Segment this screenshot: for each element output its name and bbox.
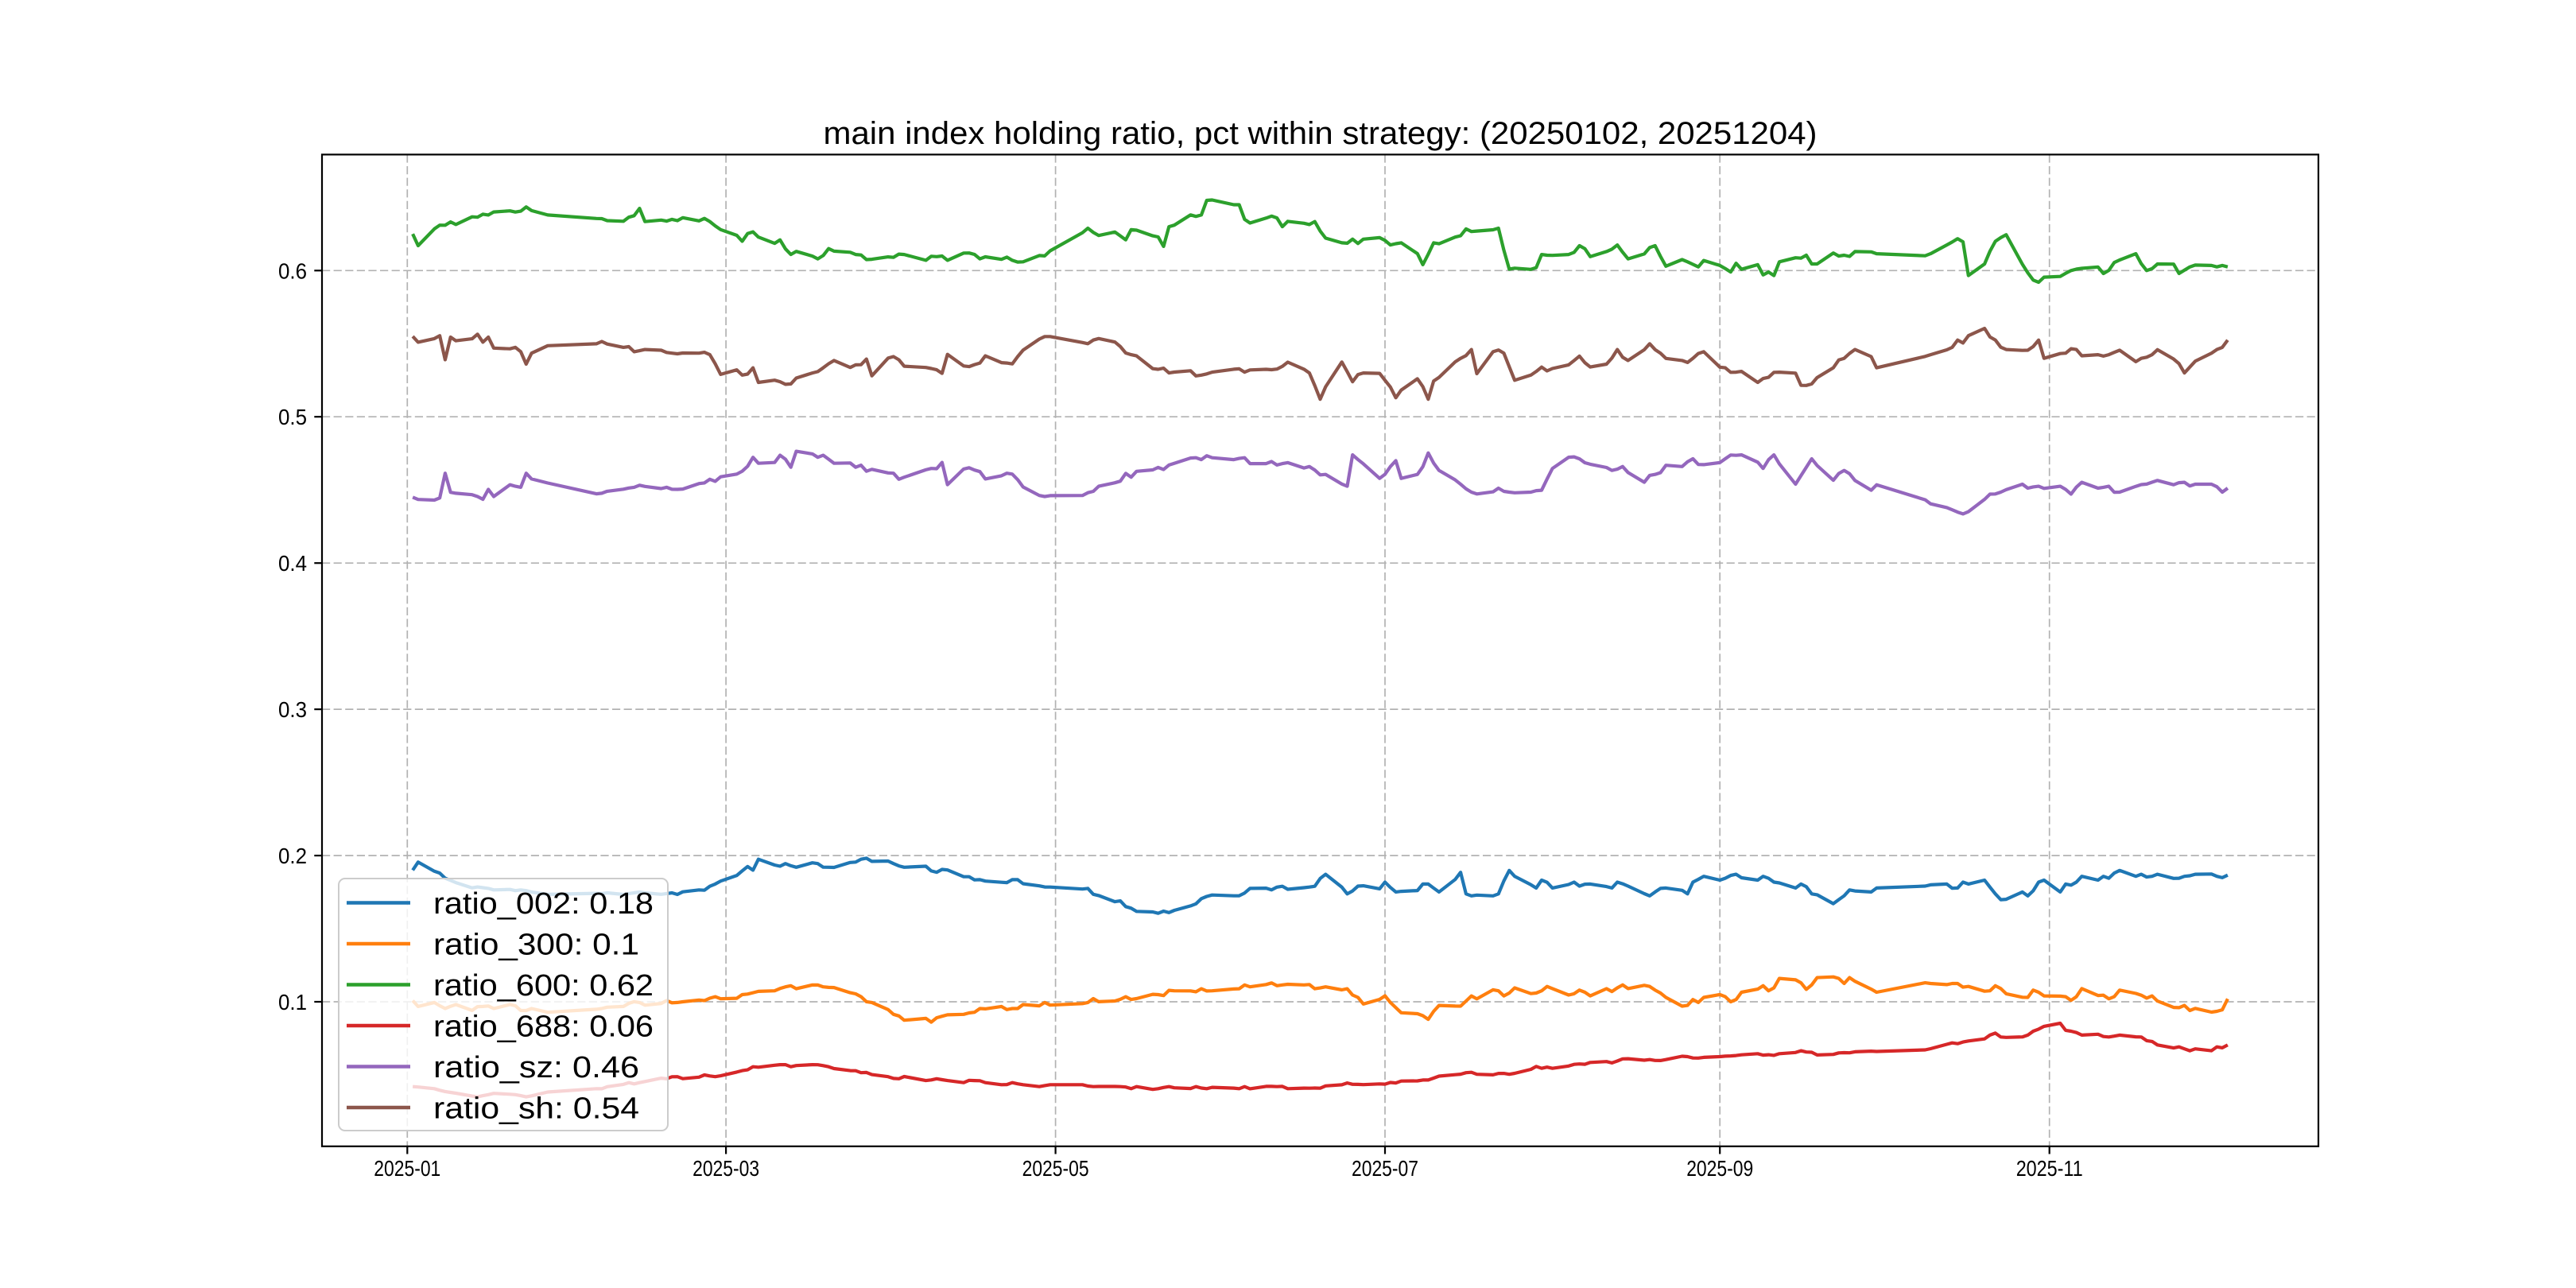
- svg-text:ratio_002: 0.18: ratio_002: 0.18: [433, 887, 654, 921]
- svg-text:2025-09: 2025-09: [1686, 1156, 1753, 1181]
- svg-text:2025-01: 2025-01: [374, 1156, 440, 1181]
- svg-text:2025-03: 2025-03: [692, 1156, 759, 1181]
- svg-text:main index holding ratio, pct: main index holding ratio, pct within str…: [824, 116, 1818, 151]
- svg-text:0.2: 0.2: [278, 844, 307, 868]
- svg-text:0.3: 0.3: [278, 697, 307, 722]
- svg-text:0.5: 0.5: [278, 405, 307, 429]
- svg-text:2025-11: 2025-11: [2016, 1156, 2083, 1181]
- svg-text:ratio_sz: 0.46: ratio_sz: 0.46: [433, 1051, 639, 1084]
- svg-text:ratio_688: 0.06: ratio_688: 0.06: [433, 1011, 654, 1044]
- svg-text:0.6: 0.6: [278, 258, 307, 283]
- svg-text:ratio_300: 0.1: ratio_300: 0.1: [433, 929, 639, 962]
- svg-text:2025-05: 2025-05: [1022, 1156, 1089, 1181]
- svg-text:2025-07: 2025-07: [1352, 1156, 1418, 1181]
- svg-text:0.4: 0.4: [278, 551, 307, 576]
- svg-text:0.1: 0.1: [278, 990, 307, 1014]
- svg-text:ratio_sh: 0.54: ratio_sh: 0.54: [433, 1092, 639, 1126]
- svg-text:ratio_600: 0.62: ratio_600: 0.62: [433, 969, 654, 1003]
